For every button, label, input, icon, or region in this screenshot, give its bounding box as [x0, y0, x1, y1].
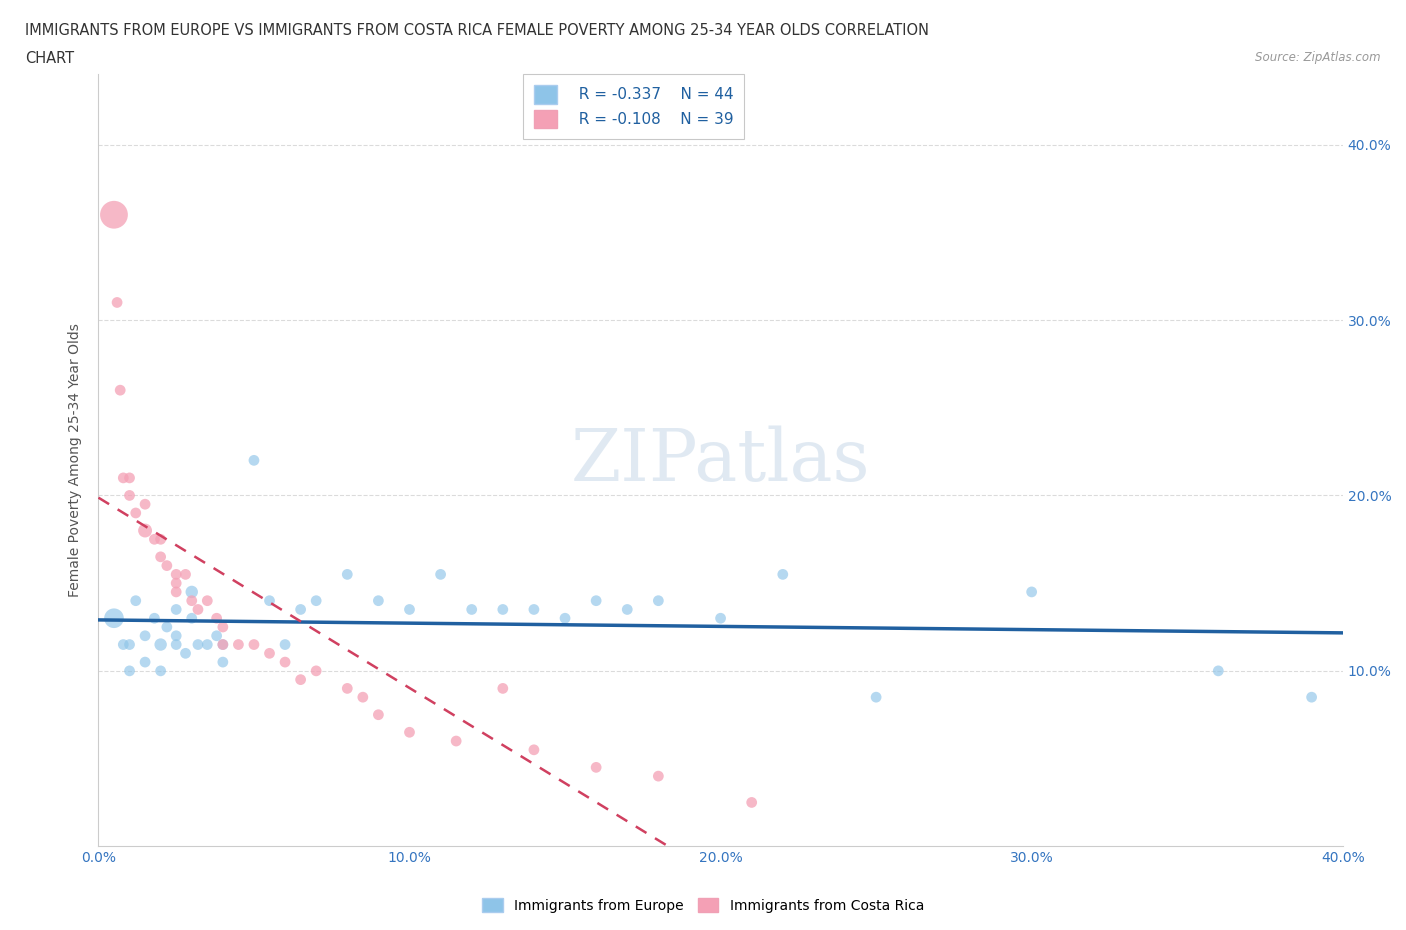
Legend:   R = -0.337    N = 44,   R = -0.108    N = 39: R = -0.337 N = 44, R = -0.108 N = 39 [523, 74, 744, 140]
Point [165, 629, 187, 644]
Point [149, 663, 172, 678]
Point [865, 690, 887, 705]
Point [211, 619, 233, 634]
Point [105, 295, 128, 310]
Point [647, 593, 669, 608]
Point [352, 690, 374, 705]
Point [156, 619, 179, 634]
Point [108, 383, 131, 398]
Point [165, 584, 187, 599]
Point [336, 567, 359, 582]
Point [429, 567, 451, 582]
Point [290, 672, 312, 687]
Point [523, 602, 546, 617]
Point [195, 637, 218, 652]
Point [187, 602, 209, 617]
Point [228, 637, 250, 652]
Point [585, 593, 607, 608]
Point [492, 681, 515, 696]
Point [180, 611, 202, 626]
Point [143, 532, 166, 547]
Point [305, 593, 328, 608]
Point [134, 523, 156, 538]
Point [741, 795, 763, 810]
Point [165, 576, 187, 591]
Point [134, 655, 156, 670]
Point [118, 637, 141, 652]
Point [305, 663, 328, 678]
Point [134, 497, 156, 512]
Point [336, 681, 359, 696]
Point [398, 602, 420, 617]
Text: CHART: CHART [25, 51, 75, 66]
Point [134, 629, 156, 644]
Point [180, 584, 202, 599]
Point [616, 602, 638, 617]
Point [647, 769, 669, 784]
Point [259, 593, 281, 608]
Point [174, 567, 197, 582]
Point [165, 637, 187, 652]
Point [118, 488, 141, 503]
Point [367, 708, 389, 723]
Point [125, 506, 148, 521]
Point [125, 593, 148, 608]
Point [259, 646, 281, 661]
Point [492, 602, 515, 617]
Point [165, 567, 187, 582]
Point [103, 611, 125, 626]
Point [149, 637, 172, 652]
Point [143, 611, 166, 626]
Y-axis label: Female Poverty Among 25-34 Year Olds: Female Poverty Among 25-34 Year Olds [69, 324, 83, 597]
Point [211, 637, 233, 652]
Point [174, 646, 197, 661]
Point [149, 532, 172, 547]
Point [118, 663, 141, 678]
Point [1021, 584, 1043, 599]
Point [554, 611, 576, 626]
Point [149, 550, 172, 565]
Point [180, 593, 202, 608]
Point [274, 655, 297, 670]
Point [118, 471, 141, 485]
Text: ZIPatlas: ZIPatlas [571, 425, 870, 496]
Point [112, 637, 135, 652]
Point [460, 602, 484, 617]
Point [187, 637, 209, 652]
Point [290, 602, 312, 617]
Legend: Immigrants from Europe, Immigrants from Costa Rica: Immigrants from Europe, Immigrants from … [477, 893, 929, 919]
Point [243, 637, 266, 652]
Point [112, 471, 135, 485]
Point [243, 453, 266, 468]
Point [205, 611, 228, 626]
Text: Source: ZipAtlas.com: Source: ZipAtlas.com [1256, 51, 1381, 64]
Point [156, 558, 179, 573]
Point [165, 602, 187, 617]
Point [211, 637, 233, 652]
Point [523, 742, 546, 757]
Text: IMMIGRANTS FROM EUROPE VS IMMIGRANTS FROM COSTA RICA FEMALE POVERTY AMONG 25-34 : IMMIGRANTS FROM EUROPE VS IMMIGRANTS FRO… [25, 23, 929, 38]
Point [103, 207, 125, 222]
Point [772, 567, 794, 582]
Point [274, 637, 297, 652]
Point [1206, 663, 1229, 678]
Point [367, 593, 389, 608]
Point [585, 760, 607, 775]
Point [211, 655, 233, 670]
Point [710, 611, 733, 626]
Point [398, 724, 420, 739]
Point [195, 593, 218, 608]
Point [1301, 690, 1323, 705]
Point [205, 629, 228, 644]
Point [444, 734, 467, 749]
